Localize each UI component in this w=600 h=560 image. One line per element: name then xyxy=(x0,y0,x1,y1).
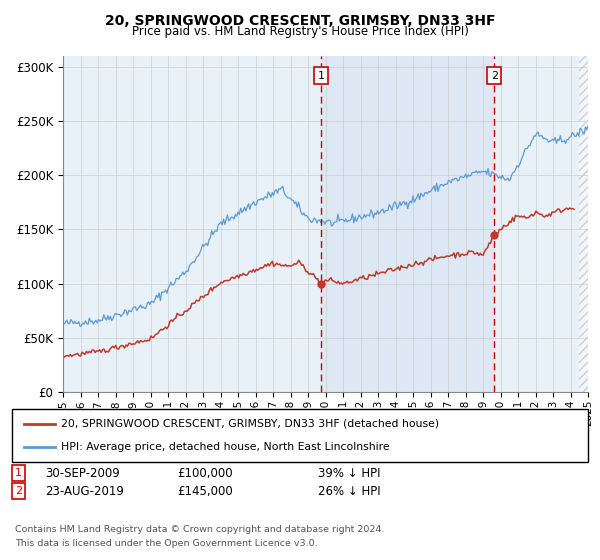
Text: 2: 2 xyxy=(491,71,498,81)
Text: 23-AUG-2019: 23-AUG-2019 xyxy=(45,484,124,498)
Text: HPI: Average price, detached house, North East Lincolnshire: HPI: Average price, detached house, Nort… xyxy=(61,442,389,452)
Text: £145,000: £145,000 xyxy=(177,484,233,498)
Text: Price paid vs. HM Land Registry's House Price Index (HPI): Price paid vs. HM Land Registry's House … xyxy=(131,25,469,38)
Text: £100,000: £100,000 xyxy=(177,466,233,480)
Text: Contains HM Land Registry data © Crown copyright and database right 2024.: Contains HM Land Registry data © Crown c… xyxy=(15,525,385,534)
Text: 20, SPRINGWOOD CRESCENT, GRIMSBY, DN33 3HF: 20, SPRINGWOOD CRESCENT, GRIMSBY, DN33 3… xyxy=(105,14,495,28)
Text: 39% ↓ HPI: 39% ↓ HPI xyxy=(318,466,380,480)
Bar xyxy=(321,56,494,392)
Text: 20, SPRINGWOOD CRESCENT, GRIMSBY, DN33 3HF (detached house): 20, SPRINGWOOD CRESCENT, GRIMSBY, DN33 3… xyxy=(61,419,439,429)
Bar xyxy=(579,56,588,392)
Text: 26% ↓ HPI: 26% ↓ HPI xyxy=(318,484,380,498)
Text: 2: 2 xyxy=(15,486,22,496)
Text: 30-SEP-2009: 30-SEP-2009 xyxy=(45,466,120,480)
Text: 1: 1 xyxy=(15,468,22,478)
Text: This data is licensed under the Open Government Licence v3.0.: This data is licensed under the Open Gov… xyxy=(15,539,317,548)
Text: 1: 1 xyxy=(317,71,325,81)
